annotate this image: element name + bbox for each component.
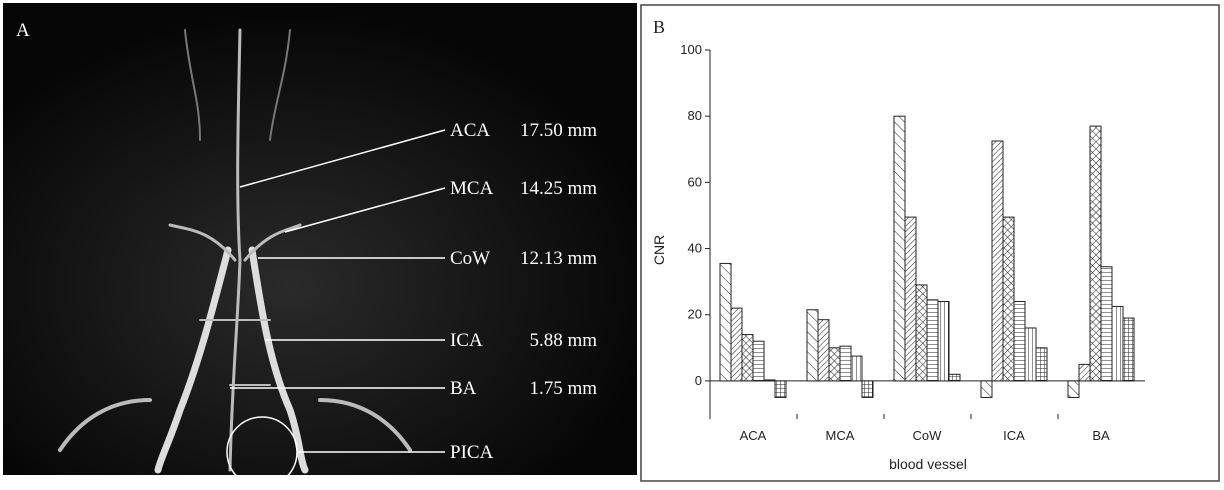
plot: 0 20 40 60 80 100 ACA MCA CoW ICA BA	[680, 42, 1145, 443]
leader-lines	[230, 129, 446, 453]
bar	[937, 300, 950, 382]
bar	[1002, 216, 1015, 382]
x-tick-label: ICA	[1003, 428, 1025, 443]
y-tick-label: 40	[688, 241, 702, 256]
bar	[1089, 125, 1102, 382]
panel-label: A	[16, 20, 30, 41]
y-tick-label: 0	[695, 373, 702, 388]
bar	[1067, 380, 1080, 398]
bar	[828, 347, 841, 382]
x-tick-label: BA	[1092, 428, 1110, 443]
bar	[1111, 305, 1124, 382]
bar	[861, 380, 874, 398]
y-tick-label: 60	[688, 174, 702, 189]
bar	[763, 379, 776, 382]
chart-title: B	[653, 17, 665, 37]
bar	[817, 319, 830, 382]
bar	[752, 340, 765, 382]
bar	[730, 307, 743, 382]
bar	[741, 334, 754, 382]
bar	[915, 284, 928, 382]
bar	[1078, 363, 1091, 382]
annotations: ACA 17.50 mm MCA 14.25 mm CoW 12.13 mm ICA 5.88…	[450, 120, 597, 463]
bar	[774, 380, 787, 398]
bar	[1100, 266, 1113, 382]
vessel-diameter: 17.50 mm	[520, 120, 597, 141]
bar	[1122, 317, 1135, 382]
vessel-name: ICA	[450, 330, 483, 351]
bar	[1035, 347, 1048, 382]
y-tick-label: 80	[688, 108, 702, 123]
mri-image	[3, 3, 637, 475]
vessel-name: ACA	[450, 120, 490, 141]
vessel-diameter: 1.75 mm	[529, 378, 597, 399]
vessel-name: MCA	[450, 178, 494, 199]
bar	[904, 216, 917, 382]
x-axis-label: blood vessel	[889, 456, 967, 472]
vessel-diameter: 14.25 mm	[520, 178, 597, 199]
bar	[850, 355, 863, 382]
y-axis-label: CNR	[651, 235, 667, 265]
vessel-name: BA	[450, 378, 477, 399]
bar	[893, 115, 906, 382]
bar	[719, 262, 732, 382]
x-tick-label: ACA	[740, 428, 767, 443]
vessel-name: PICA	[450, 442, 494, 463]
bar	[948, 373, 961, 382]
bar	[806, 309, 819, 382]
bar	[1013, 300, 1026, 382]
bar	[839, 345, 852, 382]
pica-circle	[226, 416, 298, 488]
chart-frame	[640, 4, 1220, 482]
x-tick-label: MCA	[826, 428, 855, 443]
y-tick-label: 100	[680, 42, 702, 57]
vessel-diameter: 5.88 mm	[529, 330, 597, 351]
bar	[980, 380, 993, 398]
bar	[1024, 327, 1037, 382]
x-tick-label: CoW	[913, 428, 943, 443]
bar	[926, 299, 939, 382]
vessel-diameter: 12.13 mm	[520, 248, 597, 269]
bar	[991, 140, 1004, 382]
vessels	[58, 28, 412, 474]
vessel-name: CoW	[450, 248, 490, 269]
y-tick-label: 20	[688, 307, 702, 322]
